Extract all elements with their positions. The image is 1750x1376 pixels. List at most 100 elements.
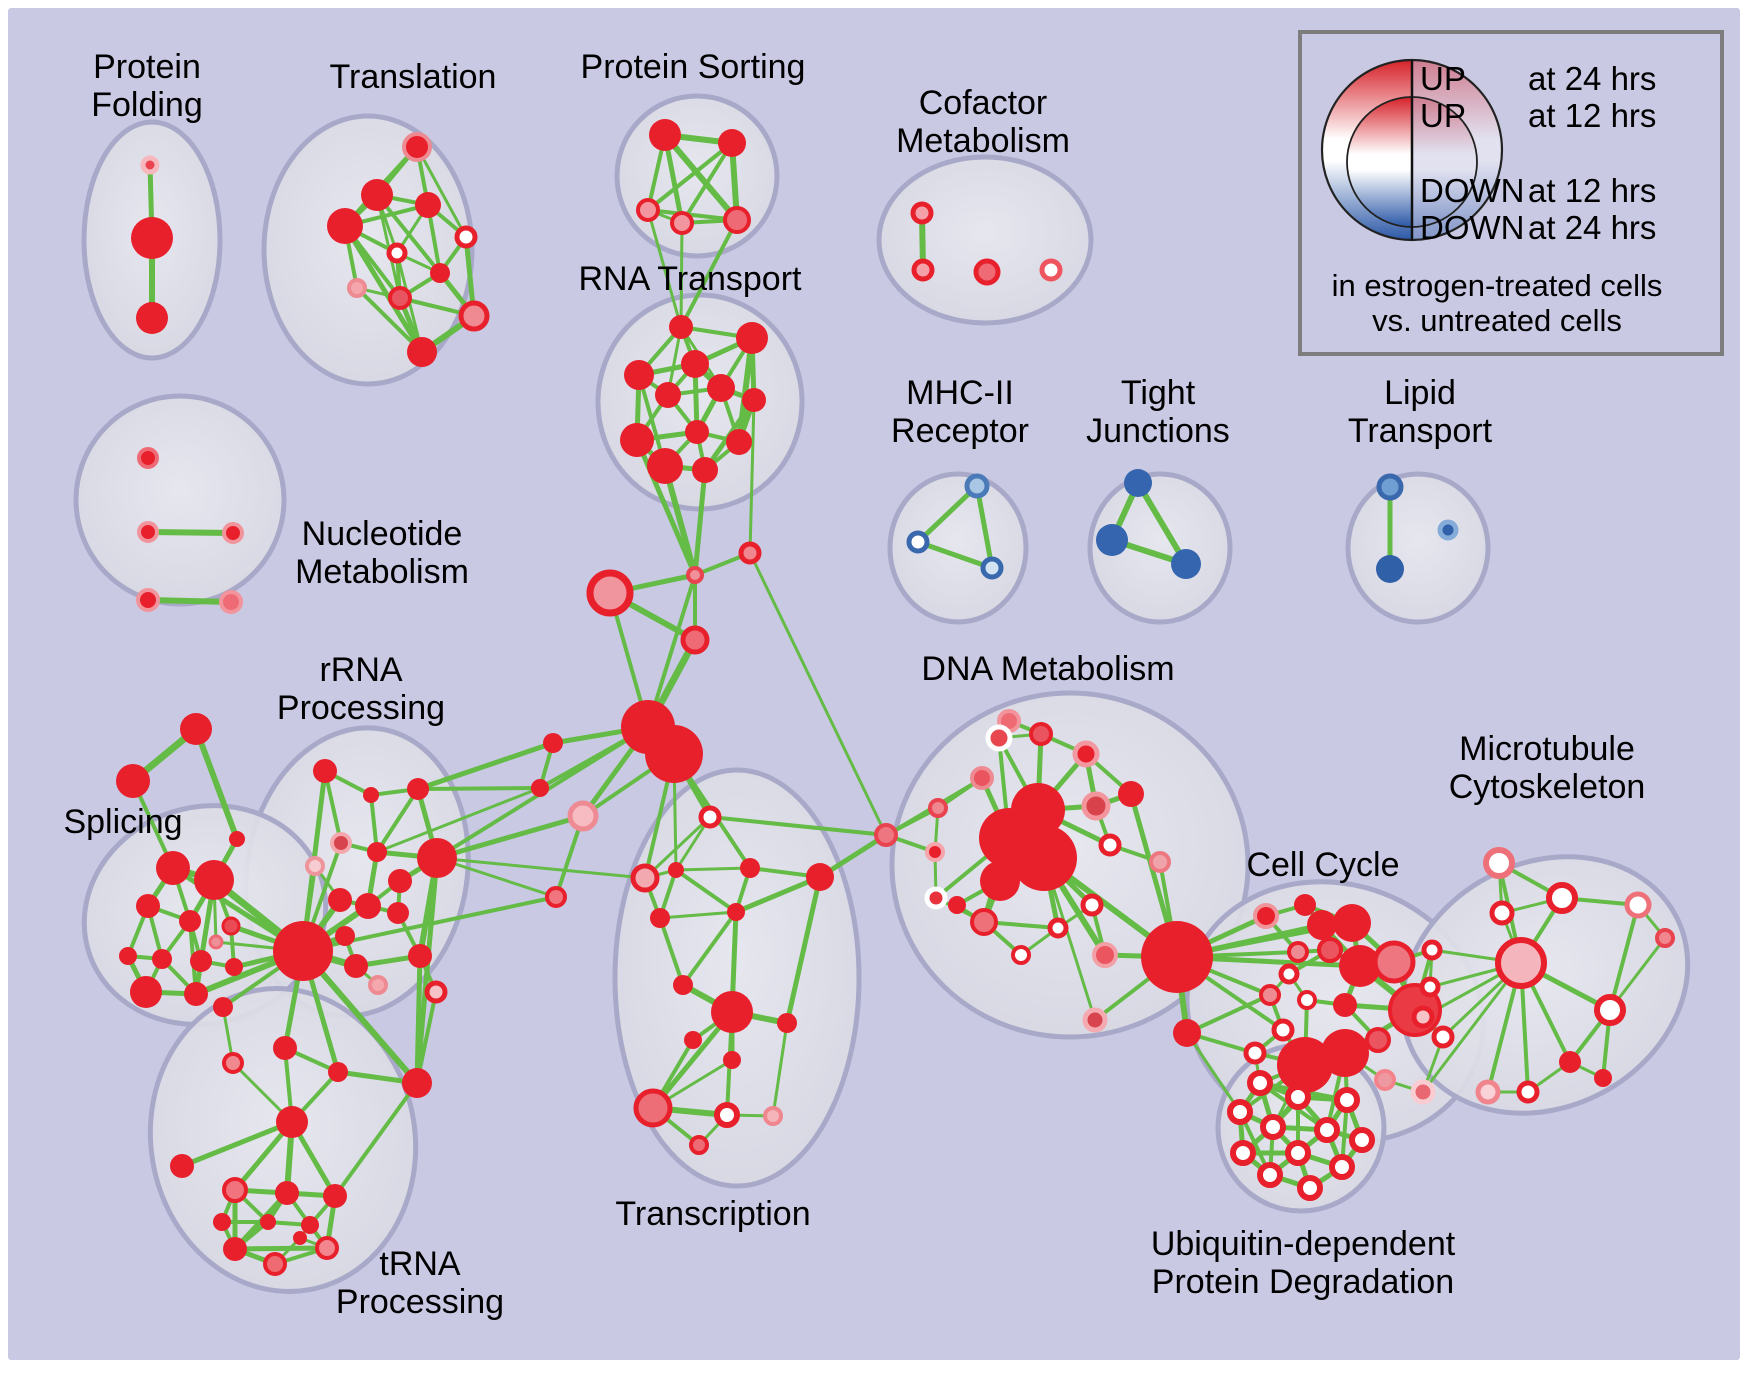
node-r15 [408,944,432,968]
node-d14 [924,886,948,910]
legend-box [1298,30,1724,356]
node-ps3 [670,211,694,235]
node-rt8 [685,420,709,444]
node-s6 [152,949,172,969]
node-r20 [213,997,233,1017]
node-q7 [301,1216,319,1234]
node-g0 [738,541,762,565]
node-tl4 [454,225,478,249]
edge-ps1-ps2 [646,141,734,212]
node-g2 [586,569,634,617]
node-tl5 [386,242,408,264]
node-tx15 [689,1135,709,1155]
node-q11 [293,1231,307,1245]
edge-g0-dl [748,551,888,837]
edge-q8-q9 [232,1245,330,1252]
legend-direction-label-0: UP [1420,60,1466,97]
legend-caption-line-2: vs. untreated cells [1372,303,1622,338]
node-lt2 [1437,519,1459,541]
node-b1 [531,779,549,797]
edge-st0-st2 [193,726,240,842]
node-d12 [1098,833,1122,857]
node-c15 [1321,1029,1369,1077]
node-st0 [180,713,212,745]
node-g1 [686,566,704,584]
edge-rt7-g1 [634,437,698,578]
node-r5 [367,842,387,862]
node-u5 [1314,1117,1340,1143]
node-d6 [1118,781,1144,807]
node-cm1 [911,258,935,282]
node-d4 [928,798,948,818]
node-g3 [680,625,710,655]
node-c8 [1278,963,1300,985]
node-b0 [543,733,563,753]
node-u6 [1349,1127,1375,1153]
node-d2 [1072,740,1100,768]
edge-q0-q1 [179,1119,295,1169]
edge-n3-n4 [145,597,234,605]
node-tl8 [388,286,412,310]
edge-mh0-mh2 [974,483,995,571]
node-tx7 [673,975,693,995]
edge-tx5-tx7 [658,916,685,987]
node-r17 [273,1036,297,1060]
node-r0 [313,759,337,783]
cluster-cofactor-metabolism-ellipse [876,154,1094,326]
node-r16 [424,980,448,1004]
edge-b0-r2 [415,740,556,792]
node-m10 [1516,1080,1540,1104]
node-s9 [184,982,208,1006]
node-d11 [925,842,945,862]
node-tx12 [633,1088,673,1128]
edge-n1-n2 [145,529,236,536]
node-lt1 [1376,555,1404,583]
edge-b1-r2 [416,786,542,791]
node-m3 [1495,937,1547,989]
node-w0 [1421,939,1443,961]
edge-tx2-tx6 [674,868,738,914]
edge-tl2-tl10 [342,223,425,355]
node-tx11 [684,1031,702,1049]
cluster-protein-sorting-label: Protein Sorting [581,48,806,86]
legend-time-label-2: at 12 hrs [1528,172,1656,209]
cluster-nucleotide-metabolism-label: Nucleotide Metabolism [295,515,469,591]
node-c6 [1339,945,1381,987]
cluster-dna-metabolism-label: DNA Metabolism [921,650,1174,688]
node-d1 [1029,722,1053,746]
node-ch [1141,921,1213,993]
node-tx8 [711,991,753,1033]
node-r4 [305,856,325,876]
cluster-lipid-transport-label: Lipid Transport [1348,374,1493,450]
node-tl6 [430,263,450,283]
edge-r15-r19 [414,953,423,1086]
node-d18 [1011,945,1031,965]
node-w1 [1419,976,1441,998]
node-d3 [970,766,994,790]
cluster-tight-junctions-label: Tight Junctions [1086,374,1230,450]
edge-k1-m3 [1421,961,1523,1094]
edge-b1-r5 [375,786,542,854]
node-pf0 [140,155,160,175]
node-ps0 [649,119,681,151]
node-r9 [355,893,381,919]
node-m11 [1594,1069,1612,1087]
node-r12 [273,921,333,981]
node-tl9 [458,300,490,332]
node-u1 [1285,1084,1311,1110]
edge-ps0-ps4 [662,132,740,223]
node-rt10 [647,448,683,484]
nodes-layer [116,119,1675,1276]
node-mh1 [906,530,930,554]
edge-tx9-tx14 [771,1021,789,1118]
cluster-ubiquitin-degradation-label: Ubiquitin-dependent Protein Degradation [1151,1225,1456,1301]
node-rt3 [624,360,654,390]
legend-direction-label-3: DOWN [1420,209,1524,246]
node-u4 [1260,1114,1286,1140]
node-tx6 [727,903,745,921]
cluster-mhc-ii-receptor-label: MHC-II Receptor [891,374,1029,450]
node-u2 [1334,1087,1360,1113]
node-dl [874,823,898,847]
edge-tl7-tl10 [355,286,424,354]
